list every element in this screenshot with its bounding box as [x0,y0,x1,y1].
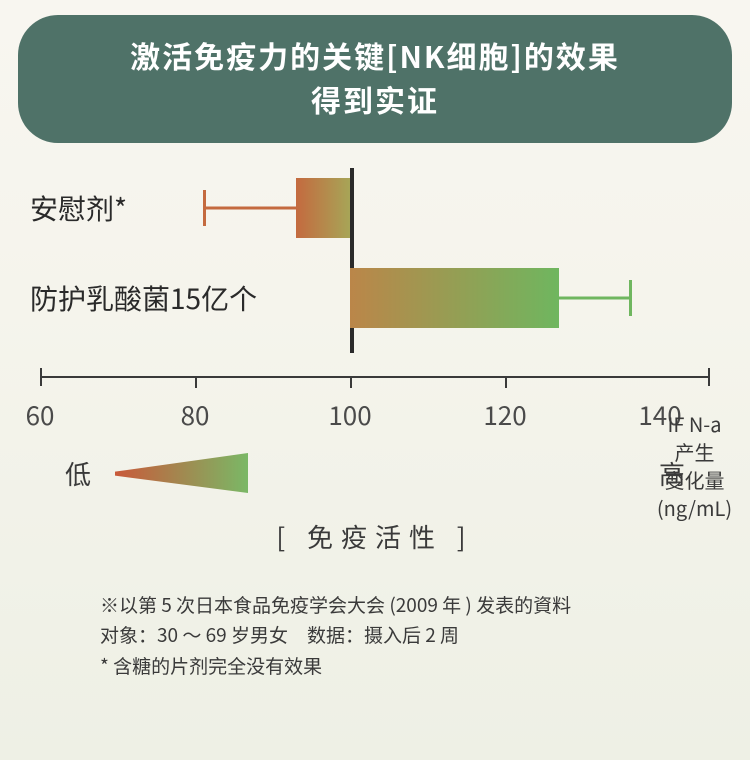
footnote-1: ※以第 5 次日本食品免疫学会大会 (2009 年 ) 发表的資料 [100,590,650,620]
bar-label-lactobacillus: 防护乳酸菌15亿个 [30,278,257,318]
ylabel-l4: (ng/mL) [647,494,742,522]
xaxis-tick [505,376,507,388]
wedge-high-label: 高 [659,455,685,492]
xaxis-endcap [40,368,42,386]
bar-lactobacillus [350,268,559,328]
xaxis-endcap [708,368,710,386]
header-line2: 得到实证 [38,77,712,121]
header-banner: 激活免疫力的关键[NK细胞]的效果 得到实证 [18,15,732,143]
xaxis-tick [350,376,352,388]
errbar-lactobacillus [559,297,629,300]
wedge-low-label: 低 [65,455,91,492]
bar-chart: 安慰剂* 防护乳酸菌15亿个 [40,173,710,353]
x-axis-line [40,376,710,378]
errcap-placebo [203,190,206,226]
footnotes: ※以第 5 次日本食品免疫学会大会 (2009 年 ) 发表的資料 对象：30 … [100,590,650,681]
bar-label-placebo: 安慰剂* [30,188,127,228]
activity-caption: [ 免疫活性 ] [0,518,750,555]
wedge-shape [115,453,248,493]
xaxis-tick-label: 120 [483,396,526,433]
xaxis-tick-label: 60 [26,396,55,433]
errcap-lactobacillus [629,280,632,316]
bar-row-placebo: 安慰剂* [40,173,710,243]
footnote-3: * 含糖的片剂完全没有效果 [100,651,650,681]
xaxis-tick-label: 80 [181,396,210,433]
xaxis-tick [195,376,197,388]
activity-gradient-wedge: 低 高 [65,453,685,493]
header-line1: 激活免疫力的关键[NK细胞]的效果 [38,33,712,77]
x-axis: 6080100120140 [40,368,710,428]
footnote-2: 对象：30 ～ 69 岁男女 数据：摄入后 2 周 [100,620,650,650]
bar-placebo [296,178,350,238]
ylabel-l1: IF N-a [647,410,742,438]
bar-row-lactobacillus: 防护乳酸菌15亿个 [40,263,710,333]
xaxis-tick-label: 100 [328,396,371,433]
errbar-placebo [203,207,296,210]
